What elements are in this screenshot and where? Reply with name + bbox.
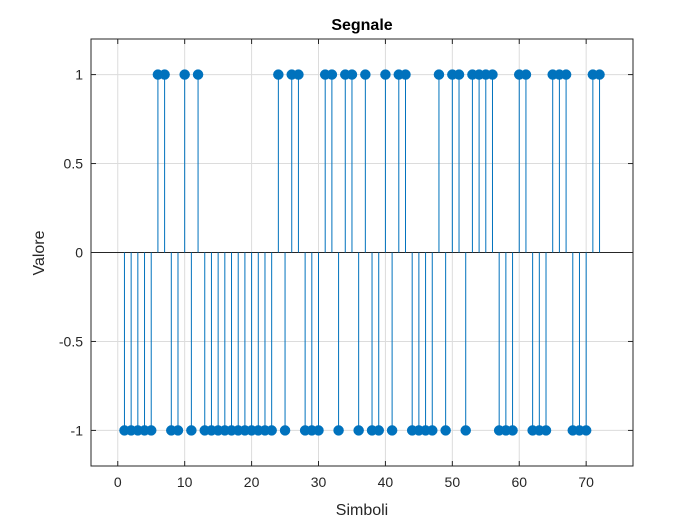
stem-marker bbox=[346, 69, 358, 80]
stem-marker bbox=[440, 425, 451, 436]
stem-layer bbox=[123, 74, 601, 431]
stem-marker bbox=[313, 425, 324, 436]
stem-marker bbox=[360, 69, 371, 80]
stem-marker bbox=[520, 69, 532, 80]
stem-marker bbox=[580, 425, 592, 436]
stem-marker bbox=[266, 425, 277, 436]
tick-layer bbox=[91, 39, 633, 466]
stem-marker bbox=[560, 69, 572, 80]
stem-marker bbox=[427, 425, 438, 436]
x-tick-label: 0 bbox=[114, 474, 122, 490]
y-tick-label: 0.5 bbox=[64, 156, 84, 172]
stem-marker bbox=[145, 425, 157, 436]
y-axis-label: Valore bbox=[31, 230, 48, 275]
stem-marker bbox=[460, 425, 471, 436]
stem-marker bbox=[540, 425, 552, 436]
stem-marker bbox=[179, 69, 190, 80]
x-axis-label: Simboli bbox=[336, 502, 388, 519]
stem-marker bbox=[353, 425, 364, 436]
x-tick-label: 40 bbox=[378, 474, 394, 490]
stem-marker bbox=[400, 69, 411, 80]
stem-marker bbox=[487, 69, 498, 80]
stem-marker bbox=[594, 69, 605, 80]
stem-marker bbox=[433, 69, 445, 80]
stem-marker bbox=[386, 425, 398, 436]
stem-marker bbox=[159, 69, 170, 80]
stem-marker bbox=[293, 69, 304, 80]
stem-marker bbox=[273, 69, 284, 80]
y-tick-label: -1 bbox=[71, 422, 84, 438]
stem-marker bbox=[192, 69, 204, 80]
marker-layer bbox=[119, 69, 605, 436]
y-tick-label: 0 bbox=[75, 245, 83, 261]
chart-title: Segnale bbox=[331, 17, 392, 34]
x-tick-label: 60 bbox=[511, 474, 527, 490]
stem-marker bbox=[279, 425, 291, 436]
stem-marker bbox=[453, 69, 465, 80]
stem-marker bbox=[172, 425, 184, 436]
x-tick-label: 50 bbox=[445, 474, 461, 490]
stem-marker bbox=[373, 425, 384, 436]
stem-marker bbox=[507, 425, 518, 436]
x-tick-label: 30 bbox=[311, 474, 327, 490]
stem-marker bbox=[380, 69, 391, 80]
stem-marker bbox=[333, 425, 344, 436]
x-tick-label: 10 bbox=[177, 474, 193, 490]
stem-marker bbox=[326, 69, 338, 80]
label-layer: 0 10 20 30 40 50 60 70 -1 -0.5 0 0.5 1 bbox=[59, 67, 594, 490]
x-tick-label: 20 bbox=[244, 474, 260, 490]
y-tick-label: 1 bbox=[75, 67, 83, 83]
stem-marker bbox=[186, 425, 197, 436]
x-tick-label: 70 bbox=[578, 474, 594, 490]
y-tick-label: -0.5 bbox=[59, 333, 83, 349]
